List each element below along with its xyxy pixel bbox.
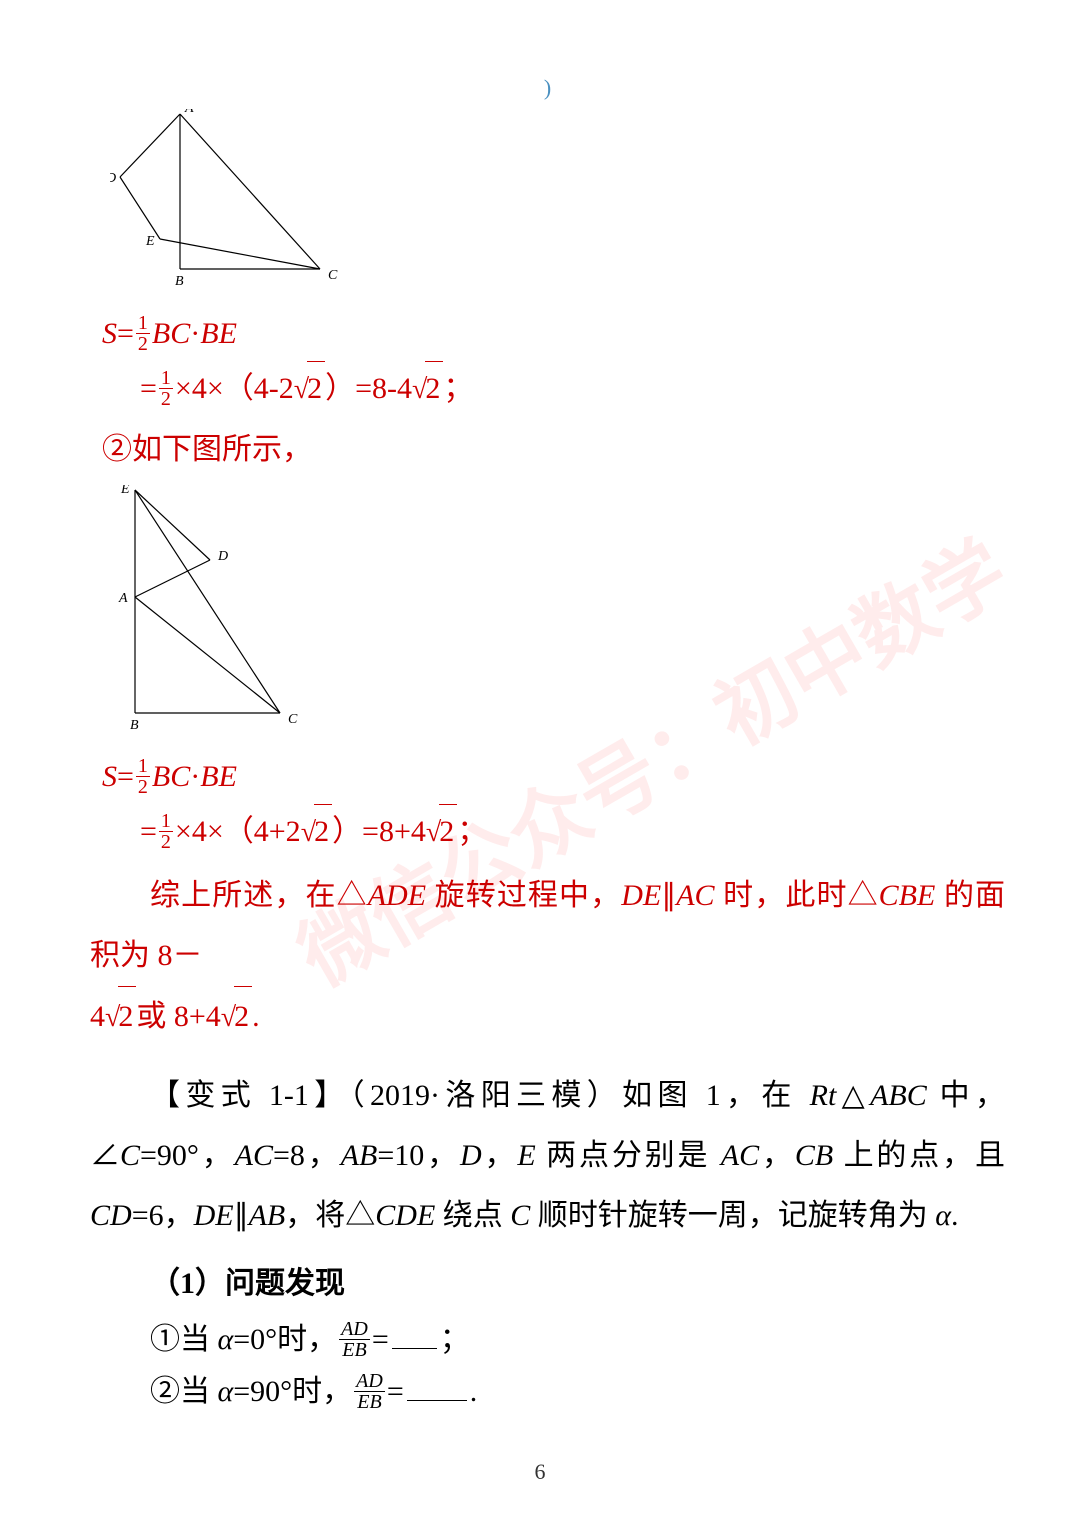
diagram-2: E D A B C [110, 485, 1005, 742]
var-BE: BE [200, 317, 237, 350]
page-content: ) ADEBC S=12BC·BE =12×4×（4-22）=8-42； ②如下… [0, 0, 1080, 1448]
question-1-sub-1: ①当 α=0°时，ADEB=； [150, 1314, 1005, 1366]
var-S: S [102, 317, 117, 350]
svg-text:C: C [328, 268, 338, 283]
svg-text:A: A [184, 109, 194, 116]
sqrt-icon: 2 [221, 986, 252, 1048]
svg-text:E: E [120, 485, 130, 497]
sqrt-icon: 2 [426, 804, 457, 860]
equation-2-line-2: =12×4×（4+22）=8+42； [140, 804, 1005, 860]
fraction-icon: 12 [159, 368, 173, 409]
fraction-AD-EB: ADEB [354, 1371, 385, 1412]
equation-1-line-1: S=12BC·BE [102, 307, 1005, 361]
svg-text:C: C [288, 712, 298, 727]
question-1-head: （1）问题发现 [90, 1254, 1005, 1314]
diagram-1: A D E B C [110, 109, 1005, 299]
top-paren: ) [90, 75, 1005, 101]
sqrt-icon: 2 [301, 804, 332, 860]
svg-text:D: D [217, 549, 228, 564]
question-1-sub-2: ②当 α=90°时，ADEB=. [150, 1366, 1005, 1418]
case-2-label: ②如下图所示， [102, 423, 1005, 477]
summary-text-2: 42或 8+42. [90, 986, 1005, 1048]
svg-text:B: B [130, 718, 139, 733]
sqrt-icon: 2 [105, 986, 136, 1048]
summary-text: 综上所述，在△ADE 旋转过程中，DE∥AC 时，此时△CBE 的面积为 8－ [90, 866, 1005, 986]
equation-2-line-1: S=12BC·BE [102, 750, 1005, 804]
svg-text:D: D [110, 171, 116, 186]
var-S: S [102, 760, 117, 793]
eq-sign: = [117, 317, 134, 350]
var-BC: BC [152, 317, 190, 350]
fraction-icon: 12 [159, 811, 173, 852]
svg-text:A: A [118, 591, 128, 606]
page-number: 6 [0, 1459, 1080, 1485]
blank-input[interactable] [407, 1377, 467, 1401]
blank-input[interactable] [392, 1325, 437, 1349]
problem-text: 【变式 1-1】（2019·洛阳三模）如图 1，在 Rt△ABC 中，∠C=90… [90, 1066, 1005, 1246]
fraction-AD-EB: ADEB [339, 1319, 370, 1360]
svg-text:B: B [175, 274, 184, 289]
svg-text:E: E [145, 234, 155, 249]
sqrt-icon: 2 [412, 361, 443, 417]
fraction-icon: 12 [136, 313, 150, 354]
sqrt-icon: 2 [294, 361, 325, 417]
equation-1-line-2: =12×4×（4-22）=8-42； [140, 361, 1005, 417]
fraction-icon: 12 [136, 756, 150, 797]
